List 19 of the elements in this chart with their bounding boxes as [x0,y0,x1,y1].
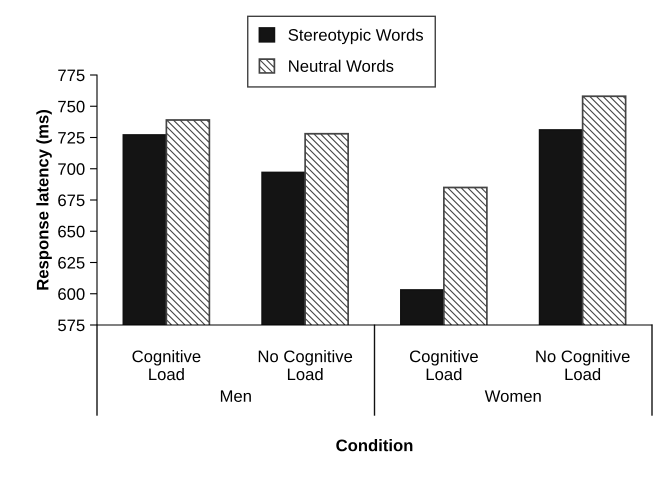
x-tick-label: No Cognitive Load [536,350,630,380]
y-tick-label: 675 [58,194,84,206]
x-tick-label: Cognitive Load [410,350,478,380]
y-tick-label: 575 [58,320,84,332]
y-axis-title: Response latency (ms) [36,110,52,290]
legend-label: Neutral Words [289,60,394,72]
legend-label: Stereotypic Words [288,28,423,44]
y-tick-label: 750 [58,100,85,112]
y-tick-label: 775 [58,70,84,82]
y-tick-label: 600 [58,288,85,300]
text: Women [484,390,541,402]
x-tick-label: No Cognitive Load [258,350,352,380]
y-tick-label: 725 [58,132,84,144]
y-tick-label: 625 [58,256,84,269]
x-tick-label: Cognitive Load [132,350,200,380]
x-axis-title: Condition [336,439,412,452]
y-tick-label: 700 [58,163,85,175]
y-tick-label: 650 [58,226,85,238]
text: Men [220,390,251,402]
